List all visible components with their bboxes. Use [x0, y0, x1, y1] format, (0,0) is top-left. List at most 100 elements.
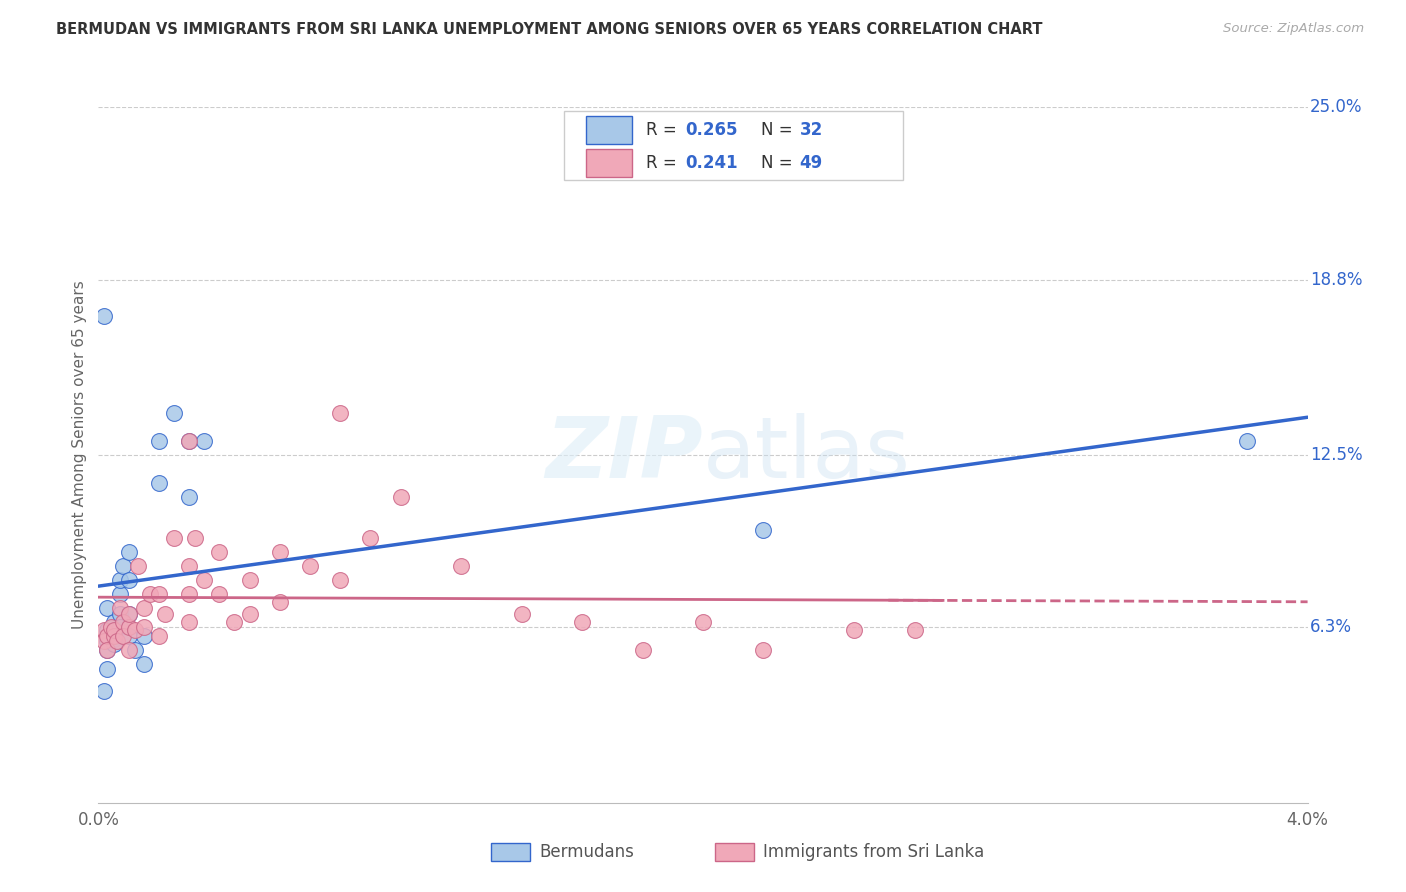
Text: Immigrants from Sri Lanka: Immigrants from Sri Lanka [763, 843, 984, 861]
Point [179, 490, 201, 504]
Point [139, 587, 162, 601]
Point [631, 642, 654, 657]
Point [179, 434, 201, 448]
Text: 49: 49 [800, 153, 823, 171]
Text: ZIP: ZIP [546, 413, 703, 497]
Point [105, 634, 128, 648]
Text: R =: R = [647, 153, 682, 171]
Point [132, 657, 155, 671]
Point [108, 607, 131, 621]
Point [118, 545, 141, 559]
Point [359, 532, 381, 546]
Point [132, 601, 155, 615]
Y-axis label: Unemployment Among Seniors over 65 years: Unemployment Among Seniors over 65 years [72, 281, 87, 629]
Text: 32: 32 [800, 121, 823, 139]
Point [132, 629, 155, 643]
Point [148, 475, 170, 490]
Point [93, 634, 115, 648]
Point [239, 607, 262, 621]
Point [93, 624, 115, 638]
Point [124, 642, 146, 657]
Point [1236, 434, 1258, 448]
Text: N =: N = [761, 153, 799, 171]
Text: Bermudans: Bermudans [540, 843, 634, 861]
Point [179, 587, 201, 601]
Point [692, 615, 714, 629]
Point [100, 620, 122, 634]
Point [111, 629, 134, 643]
Bar [586, 149, 631, 177]
Text: 18.8%: 18.8% [1310, 270, 1362, 289]
Point [184, 532, 207, 546]
Point [108, 601, 131, 615]
Point [389, 490, 412, 504]
Point [96, 601, 118, 615]
Point [103, 624, 125, 638]
Point [571, 615, 593, 629]
Point [124, 624, 146, 638]
Point [103, 637, 125, 651]
Point [208, 545, 231, 559]
Point [193, 573, 215, 587]
Point [103, 615, 125, 629]
Point [108, 587, 131, 601]
Point [148, 629, 170, 643]
Point [108, 620, 131, 634]
Point [148, 587, 170, 601]
Point [96, 642, 118, 657]
Text: R =: R = [647, 121, 682, 139]
Point [96, 642, 118, 657]
Point [103, 629, 125, 643]
Point [118, 607, 141, 621]
Point [118, 642, 141, 657]
Point [93, 684, 115, 698]
Point [132, 620, 155, 634]
Point [299, 559, 322, 574]
Point [118, 573, 141, 587]
Point [179, 615, 201, 629]
FancyBboxPatch shape [564, 111, 903, 180]
Point [118, 620, 141, 634]
Point [118, 607, 141, 621]
Text: BERMUDAN VS IMMIGRANTS FROM SRI LANKA UNEMPLOYMENT AMONG SENIORS OVER 65 YEARS C: BERMUDAN VS IMMIGRANTS FROM SRI LANKA UN… [56, 22, 1043, 37]
Point [96, 629, 118, 643]
Point [903, 624, 925, 638]
Bar [586, 116, 631, 144]
Bar [716, 843, 754, 861]
Point [148, 434, 170, 448]
Point [93, 309, 115, 323]
Point [111, 559, 134, 574]
Point [179, 434, 201, 448]
Text: N =: N = [761, 121, 799, 139]
Text: Source: ZipAtlas.com: Source: ZipAtlas.com [1223, 22, 1364, 36]
Point [163, 406, 186, 420]
Text: 6.3%: 6.3% [1310, 618, 1353, 637]
Text: 25.0%: 25.0% [1310, 98, 1362, 116]
Point [844, 624, 866, 638]
Point [179, 559, 201, 574]
Point [96, 634, 118, 648]
Point [193, 434, 215, 448]
Point [752, 642, 775, 657]
Point [103, 620, 125, 634]
Point [153, 607, 176, 621]
Point [118, 629, 141, 643]
Point [450, 559, 472, 574]
Text: 12.5%: 12.5% [1310, 446, 1362, 464]
Point [269, 595, 291, 609]
Point [329, 406, 352, 420]
Point [208, 587, 231, 601]
Text: atlas: atlas [703, 413, 911, 497]
Point [329, 573, 352, 587]
Point [269, 545, 291, 559]
Text: 0.241: 0.241 [685, 153, 738, 171]
Point [752, 523, 775, 537]
Point [510, 607, 533, 621]
Point [96, 624, 118, 638]
Text: 0.265: 0.265 [685, 121, 737, 139]
Point [127, 559, 149, 574]
Point [103, 624, 125, 638]
Bar [492, 843, 530, 861]
Point [103, 632, 125, 646]
Point [111, 615, 134, 629]
